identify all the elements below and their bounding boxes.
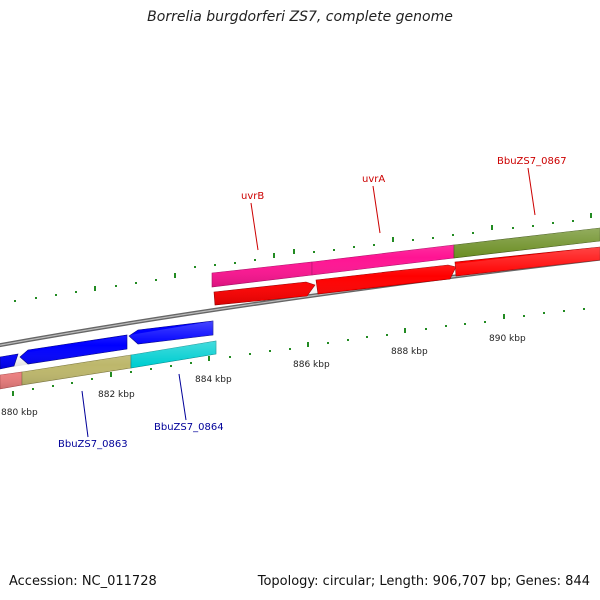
gene-labels: uvrB uvrA BbuZS7_0867 BbuZS7_0863 BbuZS7… (58, 156, 567, 450)
inner-ticks (12, 308, 585, 396)
tick-label-888: 888 kbp (391, 347, 428, 357)
label-bbuzs7-0864: BbuZS7_0864 (154, 422, 224, 433)
tick-label-886: 886 kbp (293, 360, 330, 370)
label-uvrA: uvrA (362, 174, 385, 185)
label-bbuzs7-0867: BbuZS7_0867 (497, 156, 567, 167)
label-bbuzs7-0863: BbuZS7_0863 (58, 439, 128, 450)
scale-labels: 880 kbp 882 kbp 884 kbp 886 kbp 888 kbp … (1, 334, 526, 418)
map-title: Borrelia burgdorferi ZS7, complete genom… (147, 9, 453, 25)
label-uvrB: uvrB (241, 191, 264, 202)
tick-label-884: 884 kbp (195, 375, 232, 385)
tick-label-880: 880 kbp (1, 408, 38, 418)
tick-label-890: 890 kbp (489, 334, 526, 344)
forward-strand (211, 227, 600, 306)
outer-ticks (14, 213, 592, 302)
reverse-strand (0, 320, 217, 390)
topology-text: Topology: circular; Length: 906,707 bp; … (257, 574, 590, 589)
tick-label-882: 882 kbp (98, 390, 135, 400)
accession-text: Accession: NC_011728 (9, 574, 157, 589)
